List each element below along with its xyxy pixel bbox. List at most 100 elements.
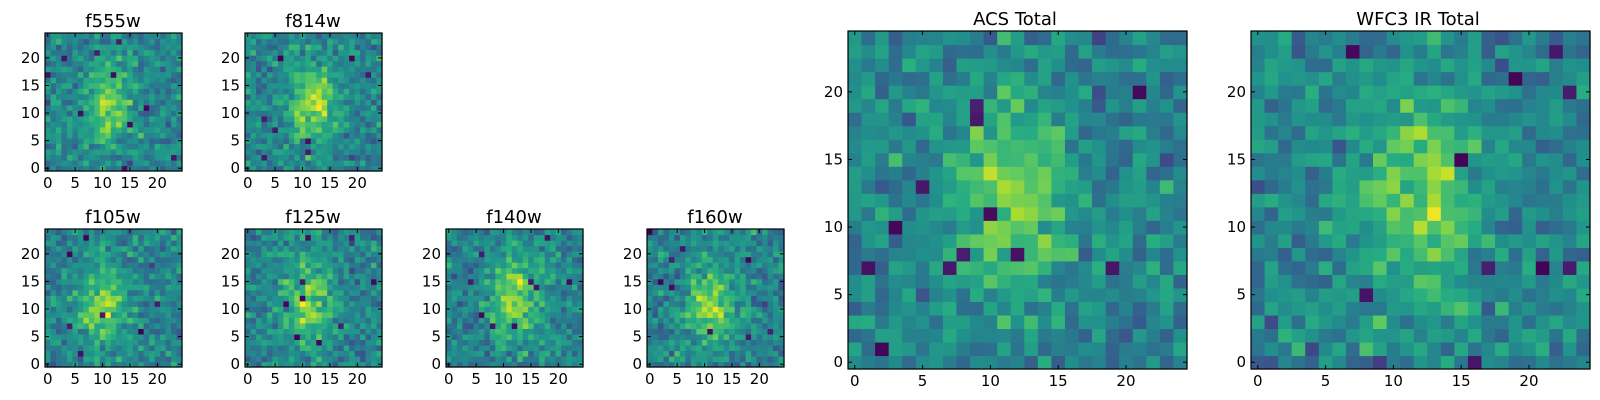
heatmap-cell — [1576, 233, 1591, 248]
heatmap-cell — [1092, 179, 1107, 194]
heatmap-cell — [902, 233, 917, 248]
heatmap-cell — [72, 306, 79, 313]
heatmap-cell — [647, 240, 654, 247]
heatmap-cell — [99, 245, 106, 252]
heatmap-cell — [50, 66, 57, 73]
heatmap-cell — [327, 38, 334, 45]
heatmap-cell — [1119, 274, 1134, 289]
heatmap-cell — [121, 88, 128, 95]
heatmap-cell — [261, 311, 268, 318]
heatmap-cell — [1535, 260, 1550, 275]
heatmap-cell — [266, 251, 273, 258]
heatmap-cell — [572, 278, 579, 285]
heatmap-cell — [116, 159, 123, 167]
heatmap-cell — [1064, 355, 1080, 370]
heatmap-cell — [1159, 247, 1175, 262]
heatmap-cell — [679, 284, 686, 291]
heatmap-cell — [561, 284, 568, 291]
heatmap-cell — [484, 289, 491, 296]
heatmap-cell — [767, 284, 774, 291]
heatmap-cell — [66, 132, 73, 139]
heatmap-cell — [1373, 166, 1388, 181]
heatmap-cell — [321, 322, 328, 329]
heatmap-cell — [1305, 274, 1320, 289]
heatmap-cell — [1495, 179, 1510, 194]
heatmap-cell — [288, 240, 295, 247]
heatmap-cell — [1078, 179, 1093, 194]
heatmap-cell — [1427, 206, 1442, 221]
heatmap-cell — [283, 99, 290, 106]
heatmap-cell — [1413, 166, 1428, 181]
heatmap-cell — [555, 262, 562, 269]
heatmap-cell — [338, 311, 345, 318]
heatmap-cell — [171, 240, 178, 247]
heatmap-cell — [354, 110, 361, 117]
heatmap-cell — [848, 314, 863, 330]
heatmap-cell — [354, 234, 361, 241]
heatmap-cell — [365, 322, 372, 329]
heatmap-cell — [116, 143, 123, 150]
heatmap-cell — [690, 256, 697, 263]
heatmap-cell — [767, 234, 774, 241]
heatmap-cell — [55, 267, 63, 274]
heatmap-cell — [533, 278, 540, 285]
heatmap-cell — [94, 262, 101, 269]
heatmap-cell — [1159, 31, 1175, 46]
heatmap-cell — [132, 165, 139, 172]
heatmap-cell — [127, 49, 134, 56]
heatmap-cell — [1386, 341, 1401, 357]
heatmap-cell — [294, 148, 301, 156]
heatmap-cell — [72, 143, 79, 150]
heatmap-cell — [983, 247, 998, 262]
heatmap-cell — [143, 115, 150, 122]
heatmap-cell — [773, 284, 780, 291]
heatmap-cell — [478, 262, 485, 269]
heatmap-cell — [544, 234, 551, 241]
heatmap-cell — [149, 245, 156, 252]
heatmap-cell — [154, 44, 161, 51]
heatmap-cell — [310, 333, 317, 340]
heatmap-cell — [327, 143, 334, 150]
heatmap-cell — [94, 229, 101, 236]
heatmap-cell — [77, 71, 84, 78]
heatmap-cell — [154, 311, 161, 318]
heatmap-cell — [360, 289, 367, 296]
heatmap-cell — [668, 245, 675, 252]
heatmap-cell — [310, 328, 317, 335]
heatmap-cell — [1037, 274, 1052, 289]
heatmap-cell — [266, 82, 273, 89]
heatmap-cell — [701, 300, 708, 307]
heatmap-cell — [544, 278, 551, 285]
heatmap-cell — [360, 251, 367, 258]
heatmap-cell — [45, 289, 52, 296]
heatmap-cell — [255, 165, 263, 172]
heatmap-cell — [572, 229, 579, 236]
heatmap-cell — [566, 328, 573, 335]
heatmap-cell — [105, 273, 112, 280]
heatmap-cell — [83, 245, 90, 252]
heatmap-cell — [489, 251, 496, 258]
heatmap-cell — [272, 240, 279, 247]
heatmap-cell — [1345, 233, 1361, 248]
heatmap-cell — [99, 289, 106, 296]
heatmap-cell — [72, 284, 79, 291]
heatmap-cell — [679, 339, 686, 346]
heatmap-cell — [561, 229, 568, 236]
heatmap-cell — [294, 44, 301, 51]
heatmap-cell — [1508, 220, 1523, 235]
heatmap-cell — [105, 33, 112, 40]
heatmap-cell — [1495, 328, 1510, 343]
heatmap-cell — [1078, 112, 1093, 127]
heatmap-cell — [160, 229, 167, 236]
heatmap-cell — [143, 328, 150, 335]
heatmap-cell — [729, 350, 736, 357]
heatmap-cell — [149, 71, 156, 78]
heatmap-cell — [956, 341, 971, 357]
heatmap-cell — [332, 88, 339, 95]
heatmap-cell — [132, 361, 139, 368]
heatmap-cell — [478, 328, 485, 335]
heatmap-cell — [902, 152, 917, 167]
heatmap-cell — [105, 289, 112, 296]
x-tick-label: 15 — [320, 174, 339, 192]
heatmap-cell — [327, 159, 334, 167]
